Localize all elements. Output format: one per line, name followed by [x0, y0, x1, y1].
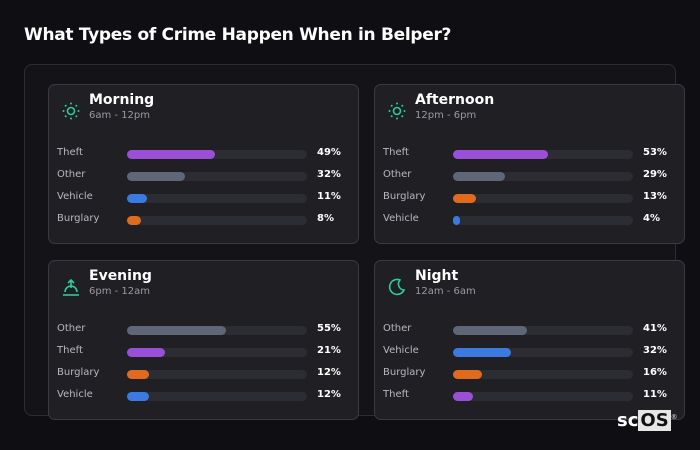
- crime-row: Other 32%: [57, 169, 357, 183]
- bar-track: [453, 326, 633, 335]
- crime-row: Theft 11%: [383, 389, 683, 403]
- crime-percent: 55%: [317, 323, 341, 334]
- card-time-range: 6am - 12pm: [89, 110, 151, 121]
- bar-track: [453, 194, 633, 203]
- card-title: Morning: [89, 92, 155, 108]
- bar-fill: [453, 216, 461, 225]
- bar-fill: [453, 150, 549, 159]
- crime-percent: 11%: [643, 389, 667, 400]
- bar-fill: [127, 150, 216, 159]
- crime-label: Vehicle: [383, 345, 419, 356]
- bar-track: [453, 216, 633, 225]
- bar-fill: [127, 370, 149, 379]
- bar-track: [127, 370, 307, 379]
- bar-fill: [127, 348, 165, 357]
- crime-label: Other: [383, 169, 412, 180]
- bar-track: [453, 172, 633, 181]
- crime-percent: 53%: [643, 147, 667, 158]
- crime-label: Other: [383, 323, 412, 334]
- bar-track: [127, 392, 307, 401]
- bar-fill: [127, 216, 142, 225]
- crime-label: Burglary: [57, 213, 100, 224]
- crime-label: Theft: [383, 147, 409, 158]
- bar-track: [127, 216, 307, 225]
- bar-track: [127, 326, 307, 335]
- page-title: What Types of Crime Happen When in Belpe…: [24, 25, 452, 45]
- sun-icon: [388, 102, 406, 120]
- crime-percent: 13%: [643, 191, 667, 202]
- crime-label: Vehicle: [57, 191, 93, 202]
- bar-track: [453, 392, 633, 401]
- card-time-range: 6pm - 12am: [89, 286, 151, 297]
- crime-percent: 16%: [643, 367, 667, 378]
- crime-label: Burglary: [383, 367, 426, 378]
- crime-row: Other 55%: [57, 323, 357, 337]
- bar-fill: [127, 194, 147, 203]
- crime-row: Burglary 12%: [57, 367, 357, 381]
- crime-row: Vehicle 32%: [383, 345, 683, 359]
- crime-row: Theft 53%: [383, 147, 683, 161]
- crime-label: Other: [57, 323, 86, 334]
- card-title: Evening: [89, 268, 152, 284]
- card-title: Afternoon: [415, 92, 495, 108]
- bar-fill: [127, 392, 149, 401]
- crime-label: Burglary: [383, 191, 426, 202]
- crime-row: Burglary 16%: [383, 367, 683, 381]
- bar-track: [453, 370, 633, 379]
- crime-label: Burglary: [57, 367, 100, 378]
- bar-track: [127, 150, 307, 159]
- bar-fill: [453, 392, 473, 401]
- bar-fill: [127, 172, 185, 181]
- crime-row: Burglary 8%: [57, 213, 357, 227]
- bar-fill: [453, 172, 506, 181]
- bar-track: [127, 194, 307, 203]
- crime-percent: 4%: [643, 213, 660, 224]
- card-night: Night 12am - 6am Other 41% Vehicle 32% B…: [374, 260, 685, 420]
- crime-row: Burglary 13%: [383, 191, 683, 205]
- bar-fill: [127, 326, 226, 335]
- crime-row: Vehicle 12%: [57, 389, 357, 403]
- crime-percent: 41%: [643, 323, 667, 334]
- crime-label: Theft: [57, 345, 83, 356]
- crime-percent: 21%: [317, 345, 341, 356]
- sun-icon: [62, 102, 80, 120]
- crime-row: Vehicle 4%: [383, 213, 683, 227]
- crime-row: Theft 21%: [57, 345, 357, 359]
- crime-row: Other 29%: [383, 169, 683, 183]
- crime-percent: 32%: [643, 345, 667, 356]
- crime-percent: 32%: [317, 169, 341, 180]
- crime-percent: 12%: [317, 367, 341, 378]
- bar-fill: [453, 348, 511, 357]
- crime-percent: 11%: [317, 191, 341, 202]
- moon-icon: [388, 278, 406, 296]
- crime-label: Vehicle: [57, 389, 93, 400]
- card-afternoon: Afternoon 12pm - 6pm Theft 53% Other 29%…: [374, 84, 685, 244]
- crime-label: Vehicle: [383, 213, 419, 224]
- bar-track: [453, 150, 633, 159]
- card-morning: Morning 6am - 12pm Theft 49% Other 32% V…: [48, 84, 359, 244]
- bar-fill: [453, 370, 482, 379]
- bar-track: [127, 348, 307, 357]
- crime-row: Theft 49%: [57, 147, 357, 161]
- card-time-range: 12am - 6am: [415, 286, 476, 297]
- card-time-range: 12pm - 6pm: [415, 110, 477, 121]
- crime-row: Vehicle 11%: [57, 191, 357, 205]
- card-evening: Evening 6pm - 12am Other 55% Theft 21% B…: [48, 260, 359, 420]
- crime-label: Other: [57, 169, 86, 180]
- crime-label: Theft: [383, 389, 409, 400]
- bar-fill: [453, 194, 477, 203]
- crime-percent: 8%: [317, 213, 334, 224]
- crime-label: Theft: [57, 147, 83, 158]
- bar-track: [453, 348, 633, 357]
- bar-fill: [453, 326, 527, 335]
- crime-percent: 49%: [317, 147, 341, 158]
- card-title: Night: [415, 268, 459, 284]
- sunset-icon: [63, 278, 79, 296]
- crime-row: Other 41%: [383, 323, 683, 337]
- crime-percent: 29%: [643, 169, 667, 180]
- scos-logo: sc OS ®: [617, 410, 678, 431]
- crime-percent: 12%: [317, 389, 341, 400]
- bar-track: [127, 172, 307, 181]
